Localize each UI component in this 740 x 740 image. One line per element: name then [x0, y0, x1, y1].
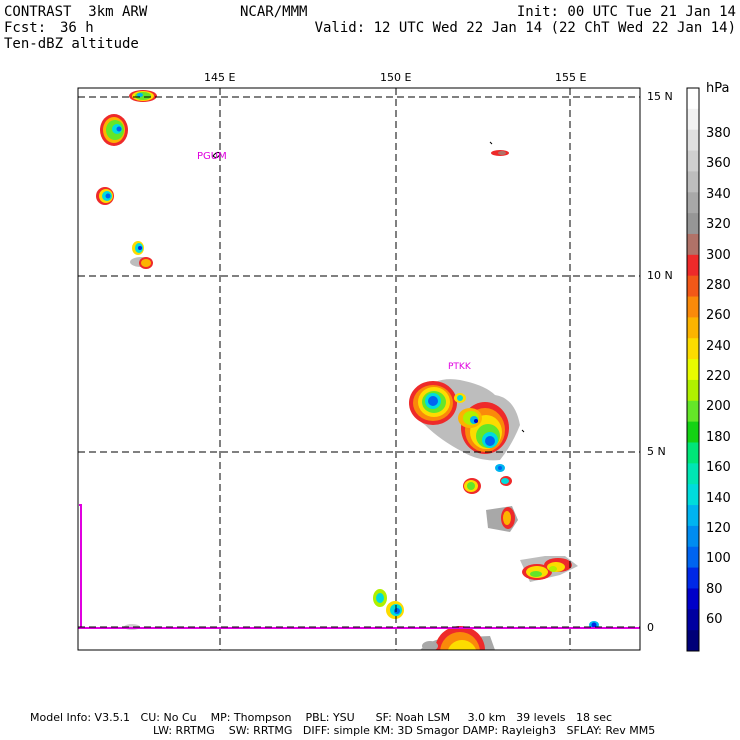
- colorbar-tick-label: 160: [706, 460, 731, 476]
- station-label-pgum: PGUM: [197, 151, 227, 162]
- colorbar-swatch: [687, 463, 699, 485]
- colorbar-tick-label: 120: [706, 520, 731, 536]
- colorbar-tick-label: 300: [706, 247, 731, 263]
- lat-label: 0: [647, 621, 654, 634]
- grid-lines: [78, 88, 640, 650]
- colorbar-swatch: [687, 525, 699, 548]
- colorbar-swatch: [687, 88, 699, 110]
- colorbar-swatch: [687, 108, 699, 131]
- colorbar-swatch: [687, 379, 699, 402]
- colorbar-tick-label: 180: [706, 429, 731, 445]
- echo-cell: [129, 90, 157, 102]
- colorbar-swatch: [687, 233, 699, 256]
- colorbar-swatch: [687, 317, 699, 339]
- colorbar-tick-label: 60: [706, 612, 723, 627]
- colorbar-swatch: [687, 192, 699, 214]
- model-title: CONTRAST 3km ARW: [4, 4, 148, 20]
- colorbar: [687, 88, 699, 652]
- colorbar-swatch: [687, 129, 699, 152]
- forecast-hour: 36 h: [60, 20, 94, 36]
- colorbar-unit: hPa: [706, 81, 730, 96]
- echo-cluster-main: [409, 379, 520, 461]
- colorbar-tick-label: 220: [706, 369, 731, 384]
- echo-cell: [373, 589, 404, 619]
- boundary-lines: [78, 504, 640, 629]
- colorbar-swatch: [687, 400, 699, 423]
- colorbar-tick-label: 260: [706, 308, 731, 324]
- model-info-line2: LW: RRTMG SW: RRTMG DIFF: simple KM: 3D …: [153, 724, 656, 737]
- lon-label: 155 E: [555, 71, 587, 84]
- echo-cell: [463, 464, 512, 494]
- colorbar-tick-label: 360: [706, 156, 731, 172]
- model-info-line1: Model Info: V3.5.1 CU: No Cu MP: Thompso…: [30, 711, 613, 724]
- init-time: Init: 00 UTC Tue 21 Jan 14: [516, 4, 736, 20]
- lat-label: 10 N: [647, 269, 673, 282]
- colorbar-swatch: [687, 588, 699, 610]
- colorbar-tick-label: 280: [706, 277, 731, 293]
- colorbar-tick-label: 140: [706, 490, 731, 506]
- colorbar-swatch: [687, 359, 699, 381]
- reflectivity-echoes: [96, 90, 599, 674]
- colorbar-swatch: [687, 275, 699, 298]
- echo-cell: [520, 556, 578, 582]
- colorbar-tick-label: 240: [706, 338, 731, 354]
- lon-label: 145 E: [204, 71, 236, 84]
- colorbar-swatch: [687, 254, 699, 277]
- colorbar-tick-label: 200: [706, 399, 731, 415]
- coastlines: [212, 96, 525, 433]
- forecast-label: Fcst:: [4, 20, 47, 36]
- colorbar-tick-label: 380: [706, 126, 731, 141]
- colorbar-swatch: [687, 171, 699, 193]
- colorbar-tick-label: 320: [706, 217, 731, 233]
- colorbar-swatch: [687, 338, 699, 360]
- station-label-ptkk: PTKK: [448, 362, 471, 372]
- echo-cell: [100, 114, 128, 146]
- field-name: Ten-dBZ altitude: [4, 36, 139, 52]
- lat-label: 15 N: [647, 90, 673, 103]
- colorbar-swatch: [687, 567, 699, 589]
- colorbar-swatch: [687, 442, 699, 464]
- colorbar-swatch: [687, 609, 699, 631]
- colorbar-swatch: [687, 630, 699, 652]
- colorbar-swatch: [687, 505, 699, 527]
- valid-time: Valid: 12 UTC Wed 22 Jan 14 (22 ChT Wed …: [314, 20, 736, 36]
- map-frame: [77, 87, 641, 651]
- center-name: NCAR/MMM: [240, 4, 308, 20]
- echo-cell: [491, 150, 509, 156]
- colorbar-swatch: [687, 150, 699, 172]
- lat-label: 5 N: [647, 445, 666, 458]
- colorbar-swatch: [687, 296, 699, 318]
- colorbar-swatch: [687, 213, 699, 235]
- lon-label: 150 E: [380, 71, 412, 84]
- colorbar-tick-label: 100: [706, 551, 731, 567]
- colorbar-swatch: [687, 484, 699, 506]
- echo-cell: [130, 241, 153, 269]
- colorbar-swatch: [687, 421, 699, 443]
- colorbar-tick-label: 340: [706, 186, 731, 202]
- colorbar-swatch: [687, 546, 699, 569]
- echo-cell: [486, 506, 518, 532]
- echo-cell: [96, 187, 114, 205]
- colorbar-tick-label: 80: [706, 581, 723, 597]
- colorbar-frame: [686, 87, 700, 652]
